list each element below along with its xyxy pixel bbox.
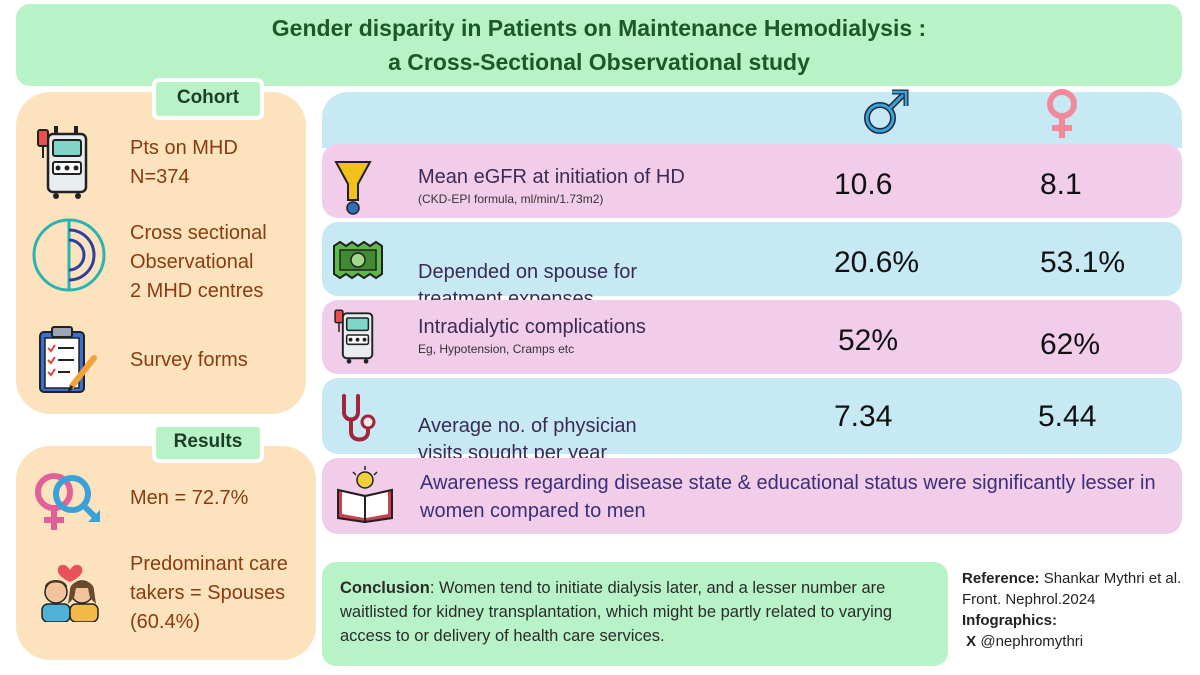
male-value-complications: 52% [838,324,899,357]
cohort-item-study-design: Cross sectional Observational 2 MHD cent… [130,222,267,302]
social-handle: X @nephromythri [962,633,1084,650]
conclusion-text: : Women tend to initiate dialysis later,… [340,579,893,645]
title-banner: Gender disparity in Patients on Maintena… [16,4,1182,86]
results-heading: Results [152,423,264,463]
row-label-egfr: Mean eGFR at initiation of HD (CKD-EPI f… [418,164,685,207]
funnel-icon [334,161,372,215]
male-value-visits: 7.34 [834,400,893,433]
table-row-complications: Intradialytic complications Eg, Hypotens… [322,300,1182,374]
survey-clipboard-icon [39,326,97,393]
female-symbol-icon [1047,89,1077,138]
conclusion-box: Conclusion: Women tend to initiate dialy… [322,562,948,666]
conclusion-label: Conclusion [340,579,430,597]
cohort-heading: Cohort [152,78,264,120]
row-title-egfr: Mean eGFR at initiation of HD [418,166,685,188]
dialysis-machine-icon [334,309,374,364]
cohort-item-survey: Survey forms [130,349,248,371]
money-icon [333,240,383,280]
table-row-egfr: Mean eGFR at initiation of HD (CKD-EPI f… [322,144,1182,218]
female-value-egfr: 8.1 [1040,168,1082,201]
table-row-expenses: Depended on spouse for treatment expense… [322,222,1182,310]
male-value-expenses: 20.6% [834,246,920,279]
reference-label: Reference: [962,570,1040,587]
title-line-2: a Cross-Sectional Observational study [388,49,810,75]
table-row-visits: Average no. of physician visits sought p… [322,378,1182,464]
infographics-line: Infographics: [962,610,1192,631]
male-value-egfr: 10.6 [834,168,893,201]
gender-symbols-icon [35,473,100,530]
cohort-item-patients: Pts on MHD N=374 [130,137,238,188]
reference-block: Reference: Shankar Mythri et al. Front. … [962,568,1192,652]
results-item-men: Men = 72.7% [130,487,249,509]
title-line-1: Gender disparity in Patients on Maintena… [271,15,927,41]
row-title-complications: Intradialytic complications [418,316,646,338]
cross-section-circle-icon [32,218,106,292]
infographics-handle: X @nephromythri [962,631,1192,652]
stethoscope-icon [342,394,376,442]
dialysis-machine-icon [37,126,88,199]
reference-line: Reference: Shankar Mythri et al. Front. … [962,568,1192,610]
female-value-expenses: 53.1% [1040,246,1126,279]
row-title-visits: Average no. of physician visits sought p… [418,415,637,464]
row-sub-complications: Eg, Hypotension, Cramps etc [418,342,575,356]
results-item-caretakers: Predominant care takers = Spouses (60.4%… [130,553,288,633]
row-sub-egfr: (CKD-EPI formula, ml/min/1.73m2) [418,192,604,206]
x-logo-text: X [962,633,977,650]
caretakers-couple-icon [41,564,99,622]
female-value-complications: 62% [1040,328,1101,361]
row-label-visits: Average no. of physician visits sought p… [418,386,637,467]
reference-text: Shankar Mythri et al. Front. Nephrol.202… [962,570,1182,608]
awareness-text: Awareness regarding disease state & educ… [420,472,1156,522]
book-lightbulb-icon [337,466,393,524]
male-symbol-icon [864,89,909,134]
awareness-row: Awareness regarding disease state & educ… [322,458,1182,534]
row-label-complications: Intradialytic complications Eg, Hypotens… [418,314,646,357]
table-header [322,89,1182,148]
infographics-label: Infographics: [962,612,1058,629]
female-value-visits: 5.44 [1038,400,1097,433]
